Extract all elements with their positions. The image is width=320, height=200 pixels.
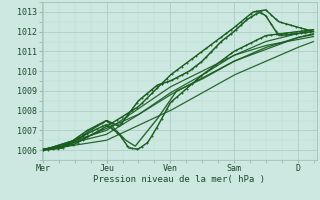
X-axis label: Pression niveau de la mer( hPa ): Pression niveau de la mer( hPa ): [93, 175, 265, 184]
